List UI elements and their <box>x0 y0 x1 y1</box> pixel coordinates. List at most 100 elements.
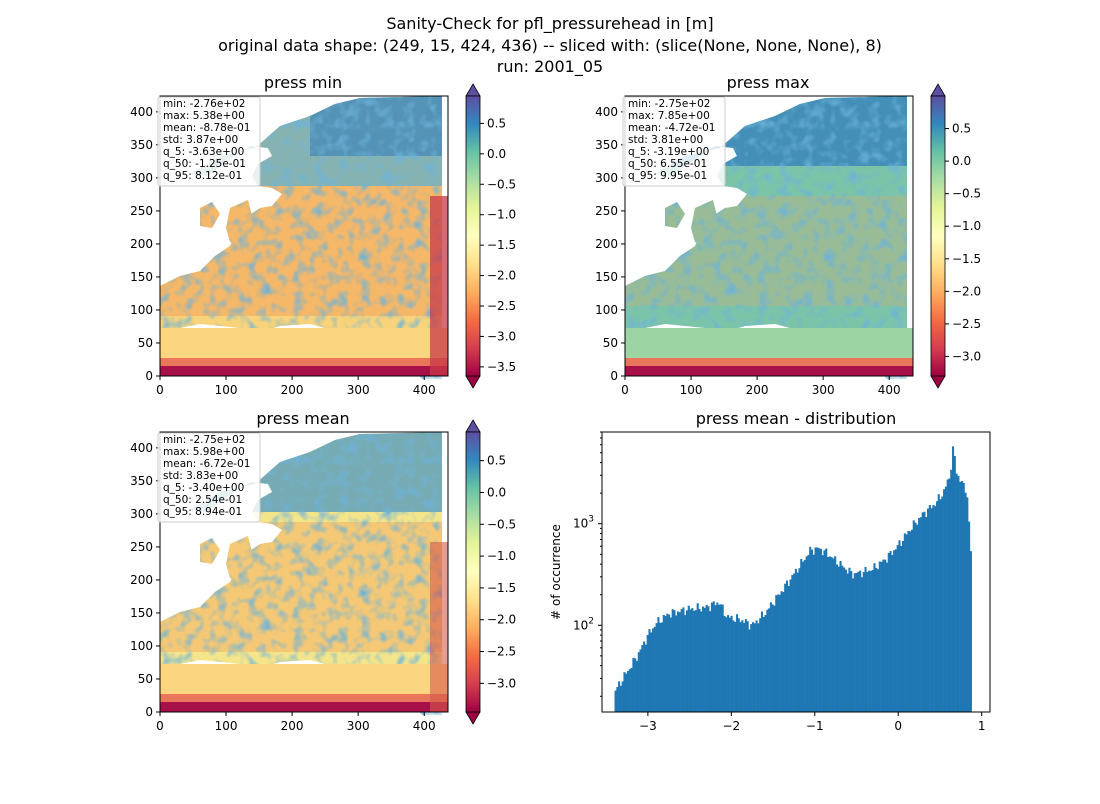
histogram-bar <box>727 615 730 712</box>
histogram-bar <box>816 547 819 712</box>
histogram-bar <box>898 540 901 712</box>
panel-title: press max <box>727 73 810 92</box>
y-tick-label: 150 <box>595 270 618 284</box>
y-tick-label: 350 <box>130 474 153 488</box>
panel-press-max: press max 0 100 200 300 400 0 50 100 150 200 250 30… <box>595 73 981 397</box>
y-tick-label: 0 <box>145 369 153 383</box>
y-tick-label: 0 <box>610 369 618 383</box>
colorbar-tick-label: 0.5 <box>487 454 506 468</box>
stats-box: min: -2.75e+02 max: 5.98e+00 mean: -6.72… <box>157 432 261 523</box>
histogram-bar <box>912 520 915 712</box>
x-tick-label: 300 <box>812 383 835 397</box>
colorbar-tick-label: −2.5 <box>487 299 516 313</box>
histogram-bar <box>675 615 678 712</box>
colorbar-extend-min <box>465 375 481 389</box>
histogram-bar <box>700 611 703 712</box>
y-tick-label: 400 <box>130 105 153 119</box>
histogram-bar <box>869 570 872 712</box>
histogram-bar <box>948 478 951 712</box>
histogram-bar <box>616 687 619 712</box>
histogram-bar <box>764 615 767 712</box>
colorbar-tick-label: −3.0 <box>487 329 516 343</box>
histogram-bar <box>827 556 830 712</box>
histogram-bar <box>866 571 869 712</box>
y-tick-label: 300 <box>130 171 153 185</box>
x-tick-label: 200 <box>746 383 769 397</box>
histogram-bar <box>885 562 889 712</box>
histogram-bar <box>878 561 881 712</box>
histogram-bar <box>862 572 865 712</box>
histogram-bar <box>653 626 656 712</box>
histogram-bar <box>903 533 906 712</box>
histogram-bar <box>887 552 890 712</box>
x-tick-label: 0 <box>621 383 629 397</box>
histogram-bar <box>837 566 840 712</box>
histogram-bar <box>864 566 867 712</box>
y-tick-exponent: 3 <box>588 515 594 525</box>
histogram-bar <box>907 530 910 712</box>
histogram-bar <box>702 606 705 712</box>
histogram-bar <box>635 660 639 712</box>
histogram-bar <box>841 565 844 712</box>
stat-q95: q_95: 8.12e-01 <box>163 170 242 182</box>
colorbar-extend-max <box>465 83 481 97</box>
histogram-bar <box>807 555 810 712</box>
y-tick-label: 400 <box>595 105 618 119</box>
histogram-bar <box>873 563 876 712</box>
stat-std: std: 3.83e+00 <box>163 470 238 482</box>
histogram-bar <box>944 486 947 712</box>
histogram-bar <box>880 561 883 712</box>
histogram-bar <box>628 669 631 712</box>
histogram-bar <box>946 479 949 712</box>
histogram-bar <box>760 611 764 712</box>
histogram-bar <box>884 559 887 712</box>
colorbar-extend-min <box>465 711 481 725</box>
stat-q5: q_5: -3.40e+00 <box>163 482 244 494</box>
histogram-bar <box>687 605 690 712</box>
histogram-bar <box>916 524 919 712</box>
histogram-bar <box>689 609 692 712</box>
plot-frame <box>601 431 991 713</box>
histogram-bar <box>909 531 912 712</box>
x-tick-label: 400 <box>413 719 436 733</box>
stats-box: min: -2.76e+02 max: 5.38e+00 mean: -8.78… <box>157 96 261 187</box>
y-axis-label: # of occurrence <box>549 524 563 620</box>
histogram-bar <box>805 556 808 712</box>
panel-title: press min <box>264 73 342 92</box>
stat-max: max: 5.98e+00 <box>163 446 245 458</box>
europe-map-heatmap <box>160 96 448 379</box>
histogram-bar <box>762 616 765 712</box>
y-tick-label: 300 <box>130 507 153 521</box>
histogram-bar <box>757 623 760 712</box>
histogram-bar <box>800 558 803 712</box>
histogram-bar <box>959 481 962 712</box>
x-tick-label: 100 <box>215 383 238 397</box>
histogram-bar <box>868 570 871 712</box>
colorbar-tick-label: 0.0 <box>487 147 506 161</box>
stat-q5: q_5: -3.63e+00 <box>163 146 244 158</box>
x-tick-label: 100 <box>215 719 238 733</box>
x-tick-label: 200 <box>281 719 304 733</box>
y-tick-label: 200 <box>595 237 618 251</box>
histogram-bar <box>962 482 965 712</box>
y-tick-label: 350 <box>130 138 153 152</box>
stat-q95: q_95: 9.95e-01 <box>628 170 707 182</box>
histogram-bar <box>859 570 862 712</box>
stat-std: std: 3.87e+00 <box>163 134 238 146</box>
histogram-bar <box>857 571 860 712</box>
colorbar-gradient <box>465 95 481 377</box>
histogram-bar <box>730 615 733 712</box>
histogram-bar <box>614 690 617 712</box>
histogram-bar <box>957 475 960 712</box>
histogram-bar <box>728 617 731 712</box>
histogram-bar <box>759 618 762 712</box>
stats-box: min: -2.75e+02 max: 7.85e+00 mean: -4.72… <box>622 96 726 187</box>
histogram-bar <box>896 545 899 712</box>
histogram-bar <box>705 604 708 712</box>
histogram-bar <box>953 456 956 712</box>
y-tick-label: 200 <box>130 237 153 251</box>
histogram-bar <box>664 615 667 712</box>
histogram-bar <box>677 611 680 712</box>
histogram-bar <box>891 555 894 712</box>
histogram-bar <box>709 611 712 712</box>
